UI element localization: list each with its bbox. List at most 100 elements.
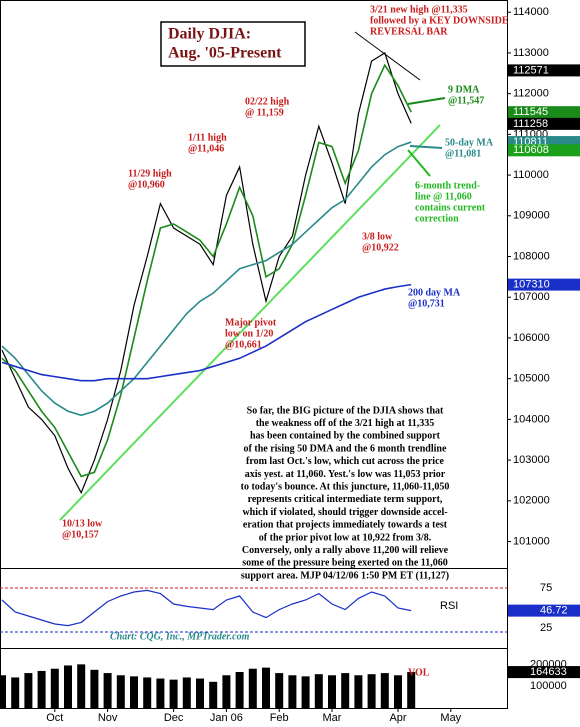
commentary: So far, the BIG picture of the DJIA show… — [247, 405, 444, 416]
commentary: axis yest. at 11,060. Yest.'s low was 11… — [245, 469, 446, 480]
y-tick-label: 106000 — [513, 332, 550, 344]
annotation: 11/29 high — [128, 168, 172, 179]
annotation: @10,922 — [362, 242, 399, 253]
y-tick-label: 108000 — [513, 250, 550, 262]
annotation: @10,661 — [225, 339, 262, 350]
rsi-label: RSI — [440, 600, 458, 612]
volume-bar — [248, 668, 257, 708]
y-tick-label: 114000 — [513, 6, 549, 18]
volume-bar — [380, 673, 389, 708]
series-line — [1, 141, 412, 417]
annotation: 3/21 new high @11,335 — [370, 4, 468, 15]
volume-bar — [328, 675, 336, 708]
volume-bar — [196, 678, 204, 708]
annotation: low on 1/20 — [225, 328, 273, 339]
annotation: 50-day MA — [445, 137, 494, 148]
volume-bar — [288, 675, 297, 708]
commentary: to today's bounce. At this juncture, 11,… — [241, 481, 450, 492]
arrow — [407, 97, 446, 105]
annotation: 10/13 low — [62, 518, 103, 529]
volume-bar — [275, 673, 284, 708]
annotation: 3/8 low — [362, 231, 393, 242]
annotation: 9 DMA — [448, 84, 480, 95]
volume-bar — [130, 676, 138, 708]
volume-bar — [209, 681, 218, 708]
volume-bar — [64, 665, 72, 708]
volume-bar — [11, 677, 20, 708]
volume-bar — [90, 669, 99, 708]
volume-bar — [262, 667, 270, 708]
y-tick-label: 105000 — [513, 373, 550, 385]
volume-bar — [50, 668, 59, 708]
x-tick-label: Oct — [46, 712, 63, 724]
rsi-tag-label: 46.72 — [540, 605, 568, 617]
price-tag-label: 111545 — [513, 106, 548, 118]
annotation: 1/11 high — [188, 132, 227, 143]
commentary: of the rising 50 DMA and the 6 month tre… — [244, 443, 447, 454]
series-line — [1, 52, 412, 495]
commentary: some of the pressure being exerted on th… — [242, 558, 447, 569]
volume-bar — [169, 679, 178, 708]
commentary: of the prior pivot low at 10,922 from 3/… — [259, 532, 432, 543]
volume-bar — [407, 672, 416, 708]
price-tag-label: 110608 — [513, 144, 549, 156]
volume-bar — [367, 674, 376, 708]
annotation: @10,731 — [408, 298, 445, 309]
annotation: @11,547 — [448, 95, 484, 106]
volume-bar — [222, 675, 231, 708]
x-tick-label: Dec — [164, 712, 184, 724]
rsi-tag — [508, 604, 580, 617]
annotation: contains current — [415, 202, 486, 213]
annotation: @ 11,159 — [245, 107, 284, 118]
price-panel — [0, 0, 508, 569]
volume-tag — [508, 666, 580, 679]
y-tick-label: 101000 — [513, 535, 550, 547]
commentary: has been contained by the combined suppo… — [250, 431, 441, 442]
price-tag — [508, 278, 580, 291]
volume-bar — [301, 676, 310, 708]
x-tick-label: Apr — [389, 712, 406, 724]
commentary: eration that projects immediately toward… — [243, 520, 448, 531]
price-tag-label: 111258 — [513, 118, 548, 130]
volume-tick-label: 100000 — [530, 680, 567, 692]
y-tick-label: 109000 — [513, 210, 550, 222]
y-tick-label: 104000 — [513, 413, 550, 425]
x-tick-label: Jan 06 — [210, 712, 243, 724]
volume-bar — [341, 673, 350, 708]
commentary: represents critical intermediate term su… — [248, 494, 443, 505]
volume-bar — [314, 674, 323, 708]
title-box — [160, 21, 306, 67]
resistance-line — [354, 31, 421, 81]
annotation: Major pivot — [225, 317, 277, 328]
annotation: correction — [415, 213, 459, 224]
credit: Chart: CQG, Inc., MPTrader.com — [110, 631, 250, 642]
commentary: the weakness off of the 3/21 high at 11,… — [256, 418, 435, 429]
rsi-tick-label: 25 — [540, 622, 552, 634]
annotation: 200 day MA — [408, 287, 461, 298]
trend-line — [59, 124, 441, 521]
volume-label: VOL — [408, 667, 430, 678]
price-tag — [508, 117, 580, 130]
price-tag — [508, 106, 580, 119]
commentary: from last Oct.'s low, which cut across t… — [246, 456, 445, 467]
rsi-panel — [0, 568, 508, 649]
annotation: 02/22 high — [245, 96, 290, 107]
volume-bar — [116, 675, 125, 708]
price-tag-label: 107310 — [513, 279, 550, 291]
volume-bar — [103, 673, 112, 708]
y-tick-label: 110000 — [513, 169, 549, 181]
volume-bar — [37, 670, 46, 708]
arrow — [409, 145, 443, 149]
arrow — [407, 149, 431, 177]
annotation: followed by a KEY DOWNSIDE — [370, 15, 509, 26]
annotation: line @ 11,060 — [415, 191, 472, 202]
rsi-tick-label: 75 — [540, 582, 552, 594]
annotation: @11,081 — [445, 148, 481, 159]
y-tick-label: 113000 — [513, 47, 549, 59]
y-tick-label: 103000 — [513, 454, 550, 466]
volume-bar — [182, 677, 191, 708]
x-tick-label: May — [440, 712, 461, 724]
annotation: 6-month trend- — [415, 180, 480, 191]
volume-bar — [156, 678, 165, 708]
